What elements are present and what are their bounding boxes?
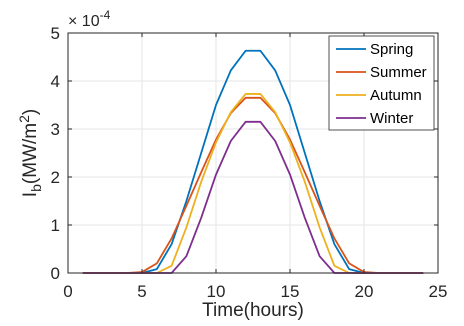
y-exponent-label: × 10-4: [68, 8, 111, 30]
y-tick-label: 2: [51, 168, 60, 187]
y-axis-label-end: ): [20, 109, 41, 115]
legend: Spring Summer Autumn Winter: [328, 35, 435, 131]
y-axis-label-base: I: [20, 192, 41, 197]
x-tick-label: 15: [281, 282, 300, 301]
legend-label-summer: Summer: [370, 64, 427, 81]
axis-ticks: [67, 32, 439, 274]
y-tick-label: 0: [51, 264, 60, 283]
series-line-winter: [82, 120, 424, 274]
tick-labels: 0 5 10 15 20 25 0 1 2 3 4 5: [51, 24, 448, 301]
x-tick-label: 0: [63, 282, 72, 301]
x-tick-label: 20: [355, 282, 374, 301]
legend-label-spring: Spring: [370, 41, 413, 58]
y-exponent-base: × 10: [68, 13, 100, 30]
y-axis-label-sup: 2: [16, 115, 32, 123]
x-axis-label: Time(hours): [202, 300, 304, 321]
plot-area-frame: [67, 32, 439, 274]
y-tick-label: 1: [51, 216, 60, 235]
legend-label-winter: Winter: [370, 110, 413, 127]
legend-label-autumn: Autumn: [370, 87, 422, 104]
y-axis-label: Ib(MW/m2): [16, 109, 44, 197]
y-tick-label: 4: [51, 72, 60, 91]
y-axis-label-sub: b: [28, 184, 44, 192]
legend-box: [328, 35, 435, 131]
x-tick-label: 25: [429, 282, 448, 301]
y-axis-label-rest: (MW/m: [20, 123, 41, 184]
y-exponent-power: -4: [100, 8, 111, 22]
x-tick-label: 10: [207, 282, 226, 301]
y-tick-label: 3: [51, 120, 60, 139]
x-tick-label: 5: [137, 282, 146, 301]
y-tick-label: 5: [51, 24, 60, 43]
